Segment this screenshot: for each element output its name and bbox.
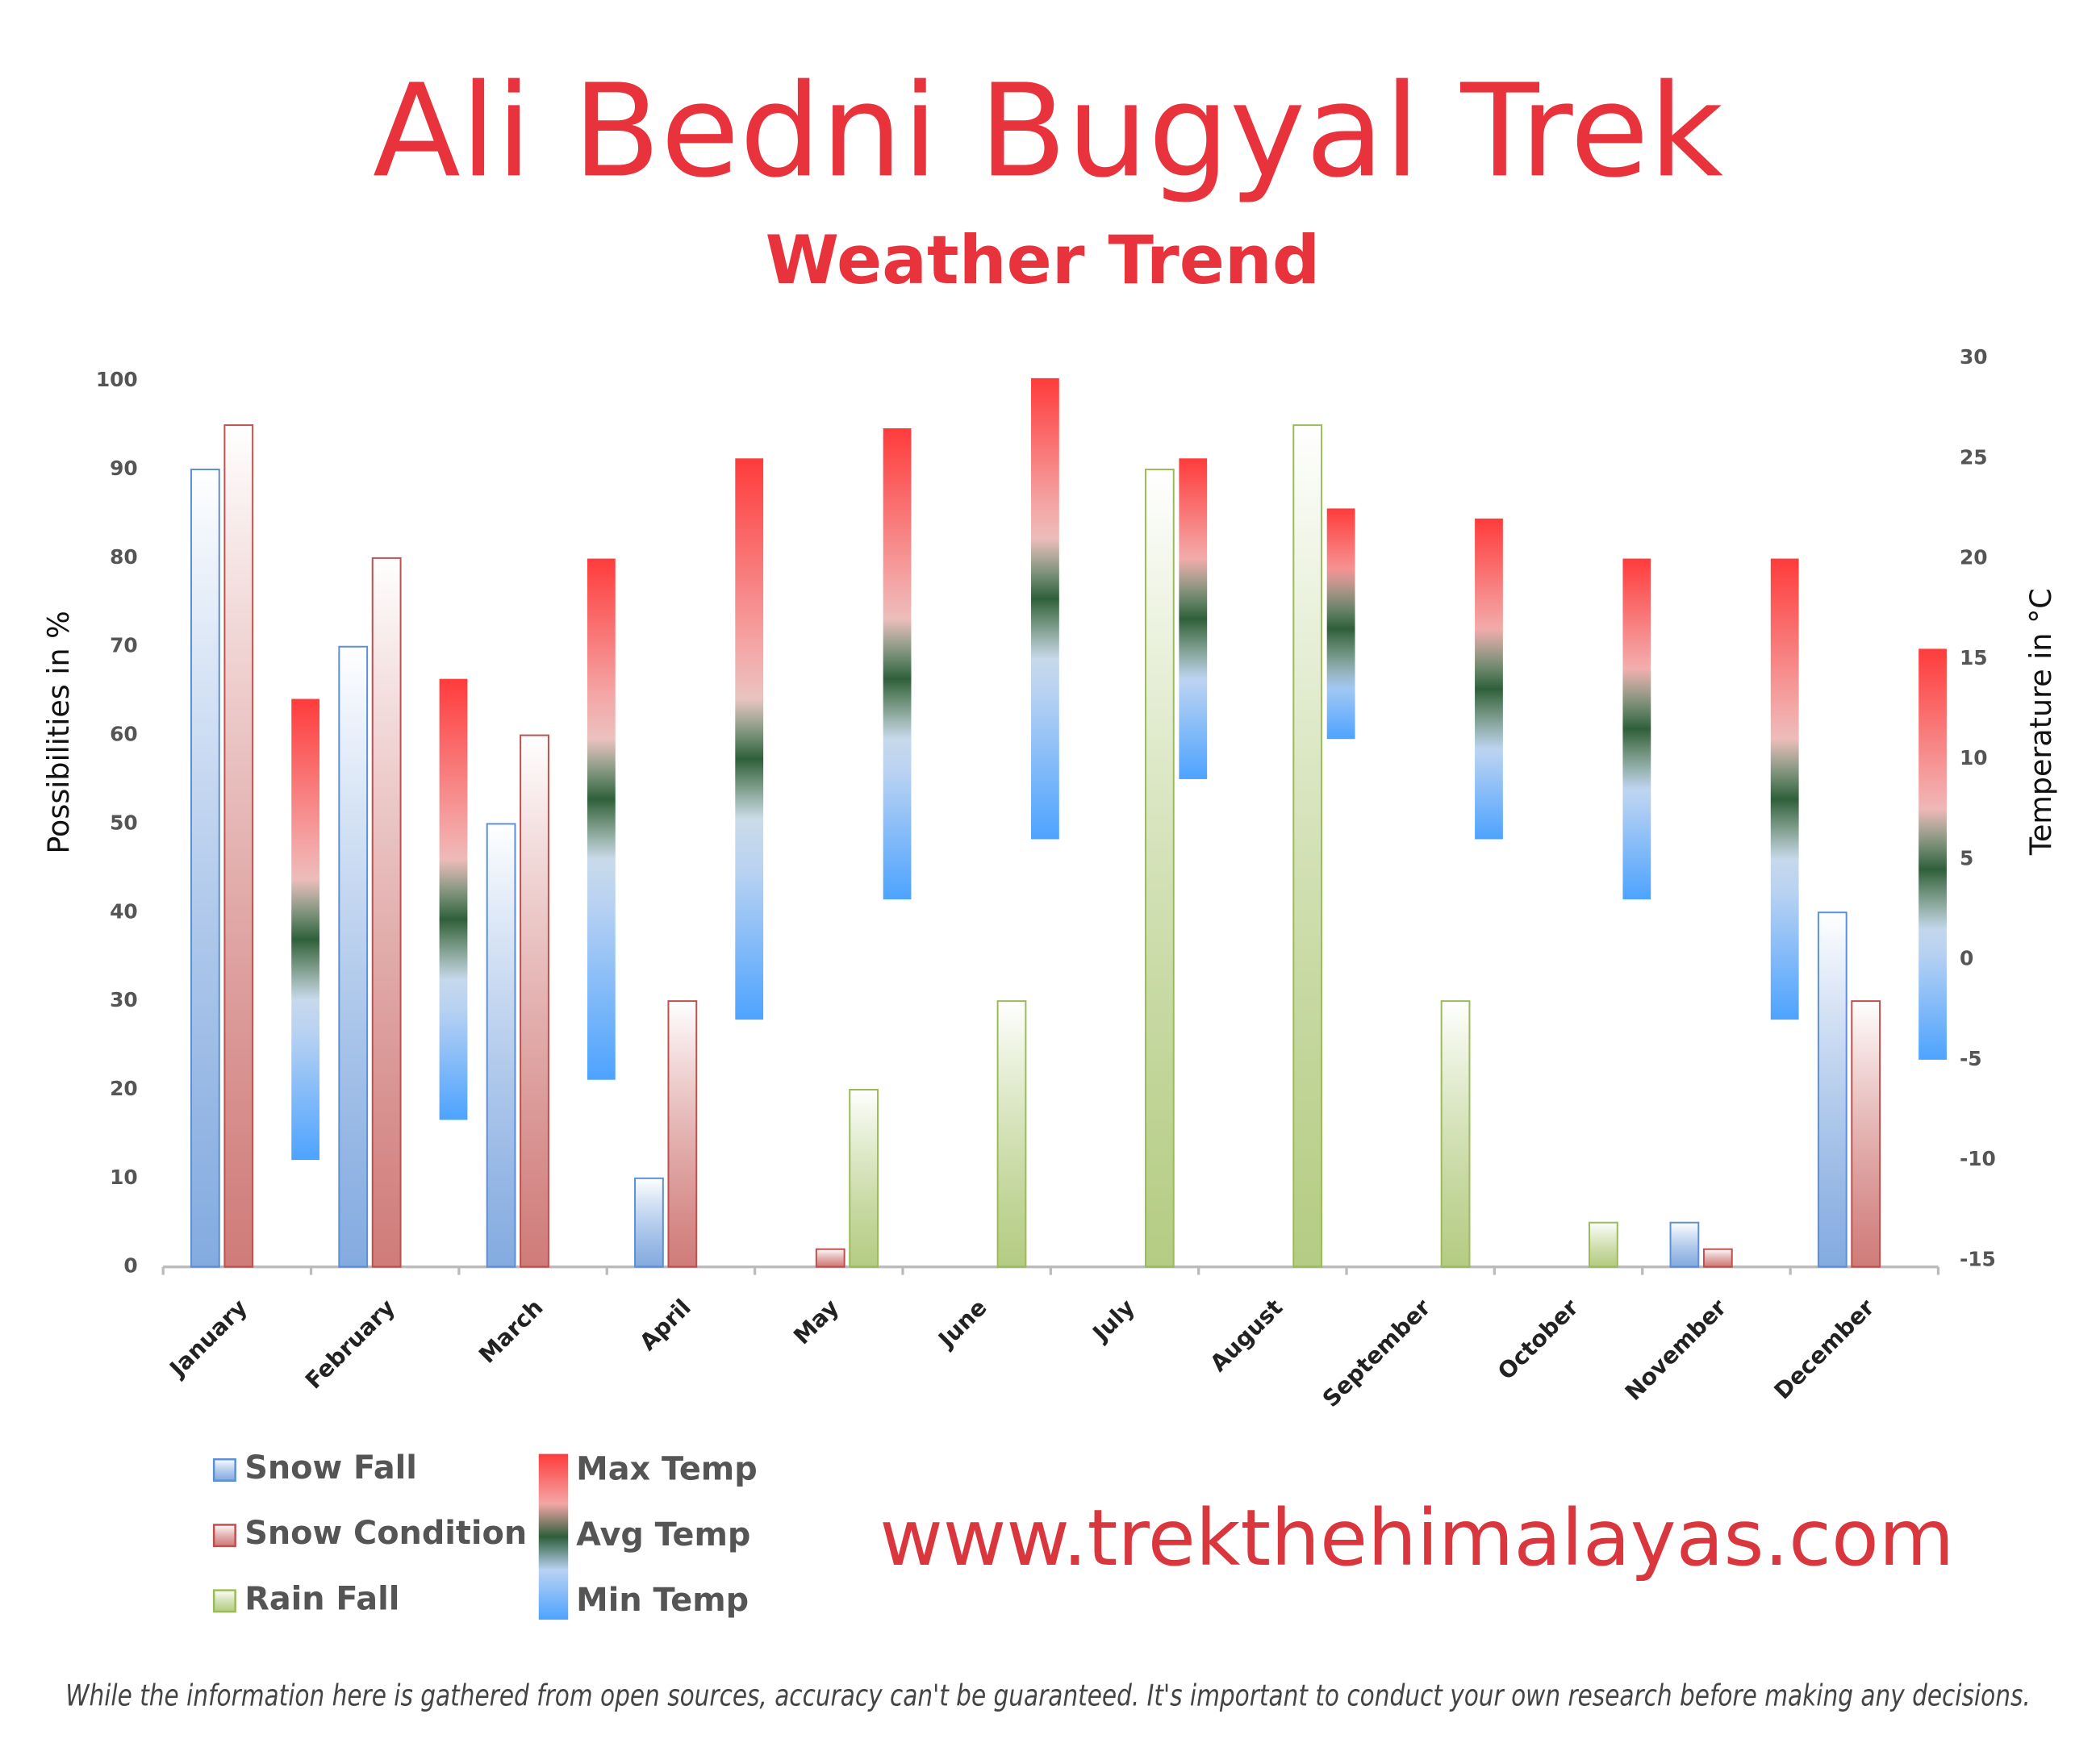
bar: [815, 1248, 845, 1268]
bar: [1292, 424, 1323, 1268]
bar: [1144, 469, 1175, 1268]
legend-label: Rain Fall: [244, 1580, 399, 1617]
x-tick-label: August: [1205, 1294, 1288, 1377]
y-axis-label: Possibilities in %: [41, 611, 76, 853]
bar: [1851, 1000, 1881, 1268]
y-tick-label: 10: [110, 1166, 138, 1189]
y-tick-label: 70: [110, 634, 138, 657]
y-tick-label: 100: [96, 368, 138, 391]
x-tick-label: March: [474, 1294, 548, 1368]
x-tick-label: January: [164, 1294, 253, 1382]
avg-temp-band: [439, 859, 468, 980]
legend-swatch: [212, 1524, 236, 1548]
x-tick-label: October: [1493, 1294, 1584, 1385]
avg-temp-band: [1031, 538, 1059, 659]
x-tick-label: December: [1769, 1294, 1880, 1404]
bar: [190, 469, 220, 1268]
bar: [849, 1088, 879, 1268]
avg-temp-band: [1919, 809, 1947, 930]
bar: [1702, 1248, 1733, 1268]
legend-label: Max Temp: [576, 1451, 758, 1488]
bar: [1589, 1221, 1618, 1268]
avg-temp-band: [1475, 628, 1503, 749]
bar: [634, 1177, 664, 1268]
legend-label: Snow Fall: [244, 1449, 417, 1487]
y-tick-label: 80: [110, 545, 138, 569]
y2-tick-label: 0: [1960, 947, 1973, 970]
y-tick-label: 20: [110, 1077, 138, 1100]
legend-label: Snow Condition: [244, 1515, 527, 1552]
legend-label: Min Temp: [576, 1582, 749, 1619]
y-tick-label: 90: [110, 457, 138, 480]
x-tick-label: February: [300, 1294, 400, 1394]
bar: [371, 557, 402, 1268]
legend-swatch: [538, 1453, 569, 1620]
avg-temp-band: [587, 739, 616, 860]
y2-tick-label: 25: [1960, 445, 1988, 469]
y-tick-label: 40: [110, 899, 138, 923]
y2-tick-label: 20: [1960, 546, 1988, 569]
avg-temp-band: [883, 619, 912, 740]
bar: [486, 823, 516, 1268]
y-tick-label: 0: [123, 1254, 137, 1278]
x-tick-label: July: [1087, 1294, 1140, 1347]
y-tick-label: 50: [110, 811, 138, 834]
avg-temp-band: [735, 699, 764, 819]
avg-temp-band: [1770, 739, 1799, 860]
bar: [338, 645, 369, 1268]
chart-subtitle: Weather Trend: [766, 221, 1321, 299]
bar: [223, 424, 254, 1268]
source-url: www.trekthehimalayas.com: [879, 1493, 1954, 1583]
bar: [667, 1000, 698, 1268]
bar: [520, 734, 549, 1268]
footnote: While the information here is gathered f…: [65, 1679, 2031, 1713]
y-tick-label: 60: [110, 723, 138, 746]
x-tick-label: May: [788, 1294, 844, 1349]
avg-temp-band: [1179, 558, 1208, 679]
legend-swatch: [212, 1458, 236, 1482]
y2-tick-label: 10: [1960, 746, 1988, 769]
bar: [1669, 1221, 1700, 1268]
bar: [996, 1000, 1027, 1268]
y2-tick-label: 15: [1960, 646, 1988, 669]
legend-label: Avg Temp: [576, 1516, 750, 1553]
avg-temp-band: [291, 879, 320, 1000]
y2-tick-label: 5: [1960, 846, 1973, 869]
legend-swatch: [212, 1589, 236, 1613]
x-tick-label: September: [1317, 1294, 1436, 1412]
avg-temp-band: [1622, 669, 1651, 790]
chart-title: Ali Bedni Bugyal Trek: [373, 56, 1723, 206]
x-tick-label: November: [1620, 1294, 1732, 1406]
y2-tick-label: -15: [1960, 1247, 1996, 1270]
y2-tick-label: -10: [1960, 1147, 1996, 1170]
y2-axis-label: Temperature in °C: [2023, 588, 2058, 856]
bar: [1817, 911, 1848, 1268]
y2-tick-label: 30: [1960, 345, 1988, 369]
y2-tick-label: -5: [1960, 1047, 1982, 1070]
y-tick-label: 30: [110, 988, 138, 1011]
x-tick-label: June: [933, 1294, 992, 1353]
avg-temp-band: [1326, 568, 1355, 690]
bar: [1440, 1000, 1471, 1268]
x-tick-label: April: [634, 1294, 695, 1355]
